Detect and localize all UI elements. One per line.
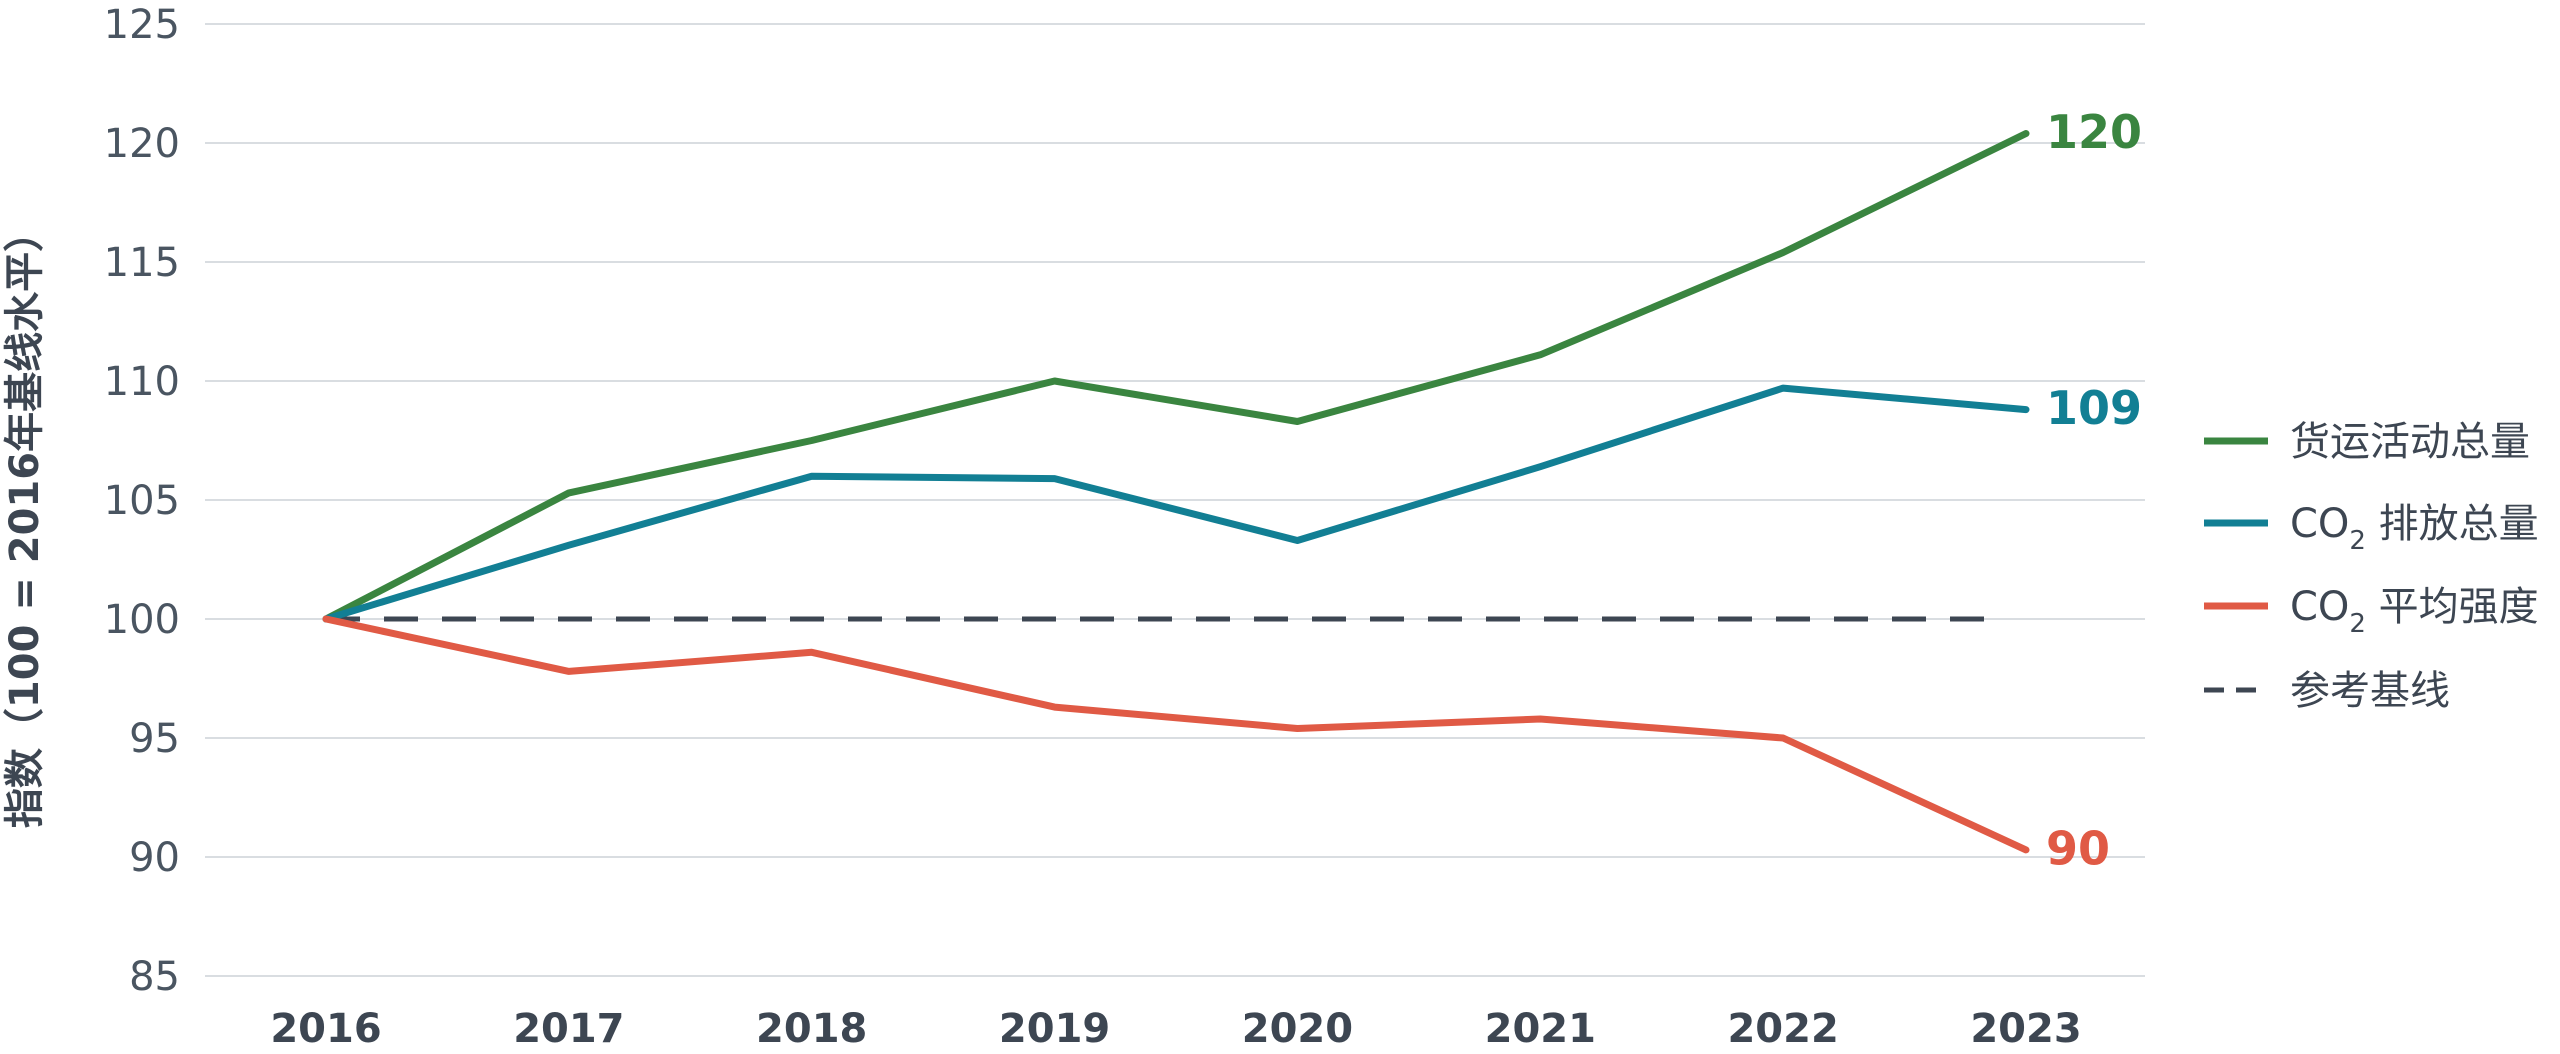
y-tick-label: 110 <box>104 359 180 405</box>
end-value-label: 109 <box>2046 381 2142 435</box>
y-tick-label: 120 <box>104 121 180 167</box>
legend-label: CO2 排放总量 <box>2290 501 2539 556</box>
legend-label: CO2 平均强度 <box>2290 584 2539 639</box>
x-axis-ticks: 2016 2017 2018 2019 2020 2021 2022 2023 <box>270 1006 2081 1052</box>
end-value-label: 120 <box>2046 105 2142 159</box>
legend-label: 货运活动总量 <box>2290 419 2530 465</box>
y-tick-label: 100 <box>104 597 180 643</box>
grid <box>205 23 2145 977</box>
y-tick-label: 95 <box>129 716 180 762</box>
series-lines <box>322 130 2030 854</box>
x-tick-label: 2019 <box>999 1006 1110 1052</box>
x-tick-label: 2020 <box>1242 1006 1353 1052</box>
series-line <box>322 384 2030 623</box>
x-tick-label: 2023 <box>1970 1006 2081 1052</box>
y-tick-label: 85 <box>129 954 180 1000</box>
y-tick-label: 90 <box>129 835 180 881</box>
y-axis-ticks: 85 90 95 100 105 110 115 120 125 <box>104 2 180 1000</box>
x-tick-label: 2018 <box>756 1006 867 1052</box>
y-tick-label: 125 <box>104 2 180 48</box>
end-value-label: 90 <box>2046 821 2110 875</box>
x-tick-label: 2021 <box>1485 1006 1596 1052</box>
legend-label: 参考基线 <box>2290 668 2450 714</box>
x-tick-label: 2017 <box>513 1006 624 1052</box>
series-line <box>322 130 2030 623</box>
series-line <box>322 615 2030 854</box>
y-tick-label: 115 <box>104 240 180 286</box>
x-tick-label: 2016 <box>270 1006 381 1052</box>
end-value-labels: 120 109 90 <box>2046 105 2142 875</box>
y-axis-title: 指数（100 = 2016年基线水平） <box>2 212 48 828</box>
y-tick-label: 105 <box>104 478 180 524</box>
x-tick-label: 2022 <box>1727 1006 1838 1052</box>
